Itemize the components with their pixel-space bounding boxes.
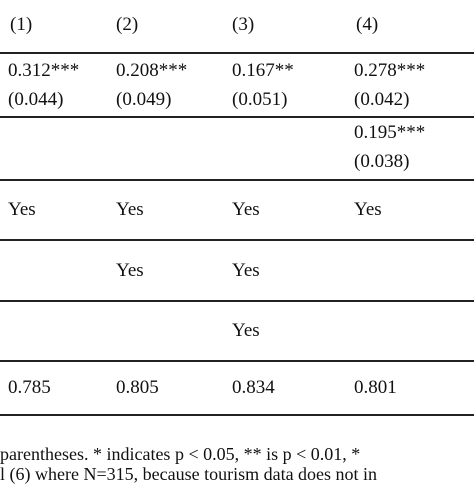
table-rule (0, 360, 474, 362)
fe-cell: Yes (232, 320, 260, 341)
table-rule (0, 179, 474, 181)
coef-cell: 0.167** (232, 60, 294, 81)
se-cell: (0.042) (354, 89, 410, 110)
se-cell: (0.038) (354, 151, 410, 172)
column-header-2: (2) (116, 14, 139, 35)
fe-cell: Yes (8, 199, 36, 220)
table-note: parentheses. * indicates p < 0.05, ** is… (0, 444, 361, 464)
column-header-1: (1) (10, 14, 33, 35)
coef-cell: 0.312*** (8, 60, 80, 81)
r2-cell: 0.834 (232, 377, 275, 398)
fe-cell: Yes (232, 260, 260, 281)
table-bottom-rule (0, 414, 474, 416)
table-rule (0, 239, 474, 241)
fe-cell: Yes (354, 199, 382, 220)
coef-cell: 0.278*** (354, 60, 426, 81)
column-header-3: (3) (232, 14, 255, 35)
r2-cell: 0.785 (8, 377, 51, 398)
r2-cell: 0.805 (116, 377, 159, 398)
r2-cell: 0.801 (354, 377, 397, 398)
table-rule (0, 116, 474, 118)
table-rule (0, 52, 474, 54)
se-cell: (0.051) (232, 89, 288, 110)
fe-cell: Yes (116, 260, 144, 281)
se-cell: (0.044) (8, 89, 64, 110)
table-rule (0, 300, 474, 302)
coef-cell: 0.195*** (354, 122, 426, 143)
fe-cell: Yes (232, 199, 260, 220)
fe-cell: Yes (116, 199, 144, 220)
table-note: l (6) where N=315, because tourism data … (0, 464, 378, 484)
column-header-4: (4) (356, 14, 379, 35)
se-cell: (0.049) (116, 89, 172, 110)
coef-cell: 0.208*** (116, 60, 188, 81)
